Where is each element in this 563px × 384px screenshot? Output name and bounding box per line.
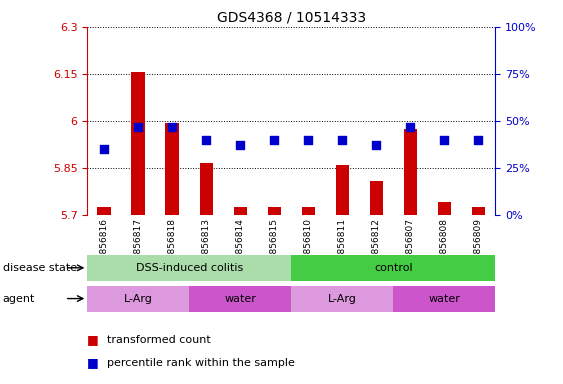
Point bbox=[100, 146, 109, 152]
Text: L-Arg: L-Arg bbox=[328, 293, 357, 304]
Text: ■: ■ bbox=[87, 333, 99, 346]
Point bbox=[474, 137, 483, 143]
Point bbox=[134, 124, 143, 130]
Point bbox=[236, 142, 245, 149]
Point bbox=[372, 142, 381, 149]
Bar bbox=[336, 165, 349, 215]
Text: water: water bbox=[225, 293, 256, 304]
Text: control: control bbox=[374, 263, 413, 273]
Bar bbox=[199, 163, 213, 215]
Bar bbox=[437, 202, 451, 215]
Point bbox=[168, 124, 177, 130]
Title: GDS4368 / 10514333: GDS4368 / 10514333 bbox=[217, 10, 366, 24]
Text: water: water bbox=[428, 293, 461, 304]
Point bbox=[202, 137, 211, 143]
Bar bbox=[472, 207, 485, 215]
Bar bbox=[87, 255, 292, 281]
Bar bbox=[302, 207, 315, 215]
Point bbox=[270, 137, 279, 143]
Bar bbox=[292, 255, 495, 281]
Point bbox=[338, 137, 347, 143]
Text: agent: agent bbox=[3, 293, 35, 304]
Bar bbox=[292, 286, 394, 311]
Bar bbox=[369, 180, 383, 215]
Bar bbox=[267, 207, 281, 215]
Text: ■: ■ bbox=[87, 356, 99, 369]
Bar bbox=[394, 286, 495, 311]
Point bbox=[304, 137, 313, 143]
Bar bbox=[132, 72, 145, 215]
Bar bbox=[87, 286, 189, 311]
Text: DSS-induced colitis: DSS-induced colitis bbox=[136, 263, 243, 273]
Point bbox=[440, 137, 449, 143]
Bar bbox=[404, 129, 417, 215]
Bar bbox=[189, 286, 292, 311]
Text: L-Arg: L-Arg bbox=[124, 293, 153, 304]
Bar bbox=[234, 207, 247, 215]
Bar bbox=[97, 207, 111, 215]
Bar bbox=[166, 122, 179, 215]
Text: disease state: disease state bbox=[3, 263, 77, 273]
Text: transformed count: transformed count bbox=[107, 335, 211, 345]
Text: percentile rank within the sample: percentile rank within the sample bbox=[107, 358, 295, 368]
Point bbox=[406, 124, 415, 130]
